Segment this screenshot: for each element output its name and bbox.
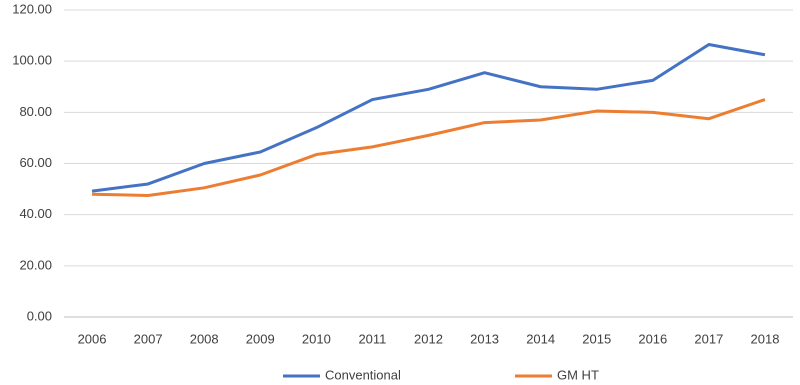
legend-label: GM HT: [557, 367, 599, 382]
x-tick-label: 2015: [582, 331, 611, 346]
y-tick-label: 0.00: [27, 308, 52, 323]
y-tick-label: 20.00: [19, 257, 52, 272]
x-tick-label: 2018: [751, 331, 780, 346]
x-tick-label: 2013: [470, 331, 499, 346]
legend-label: Conventional: [325, 367, 401, 382]
y-tick-label: 40.00: [19, 206, 52, 221]
x-tick-label: 2012: [414, 331, 443, 346]
x-tick-label: 2011: [358, 331, 386, 346]
y-tick-label: 80.00: [19, 104, 52, 119]
x-tick-label: 2008: [190, 331, 219, 346]
x-tick-label: 2006: [78, 331, 107, 346]
x-tick-label: 2007: [134, 331, 163, 346]
y-tick-label: 100.00: [12, 53, 52, 68]
y-tick-label: 60.00: [19, 155, 52, 170]
x-tick-label: 2010: [302, 331, 331, 346]
series-line: [92, 98, 766, 197]
y-tick-label: 120.00: [12, 1, 52, 16]
x-tick-label: 2009: [246, 331, 275, 346]
x-tick-label: 2014: [526, 331, 555, 346]
x-tick-label: 2017: [694, 331, 723, 346]
series-line: [91, 43, 766, 193]
x-tick-label: 2016: [638, 331, 667, 346]
